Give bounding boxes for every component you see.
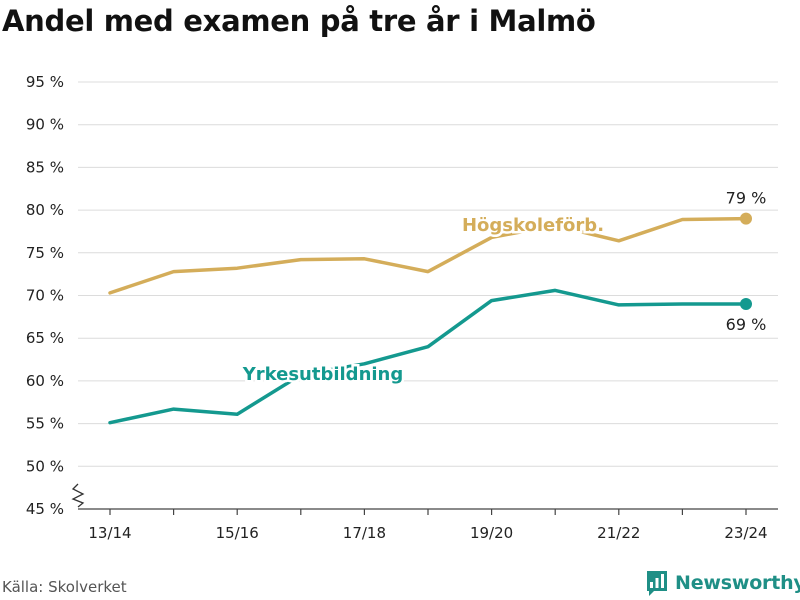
y-tick-label: 50 % <box>26 457 64 475</box>
y-tick-label: 45 % <box>26 500 64 518</box>
y-tick-label: 55 % <box>26 415 64 433</box>
end-point-hogskole <box>740 212 752 225</box>
end-label-hogskole: 79 % <box>726 189 767 208</box>
series-label-hogskole: Högskoleförb. <box>462 215 604 236</box>
x-tick-label: 19/20 <box>470 524 513 542</box>
x-tick-label: 21/22 <box>597 524 640 542</box>
series-line-hogskole <box>108 216 748 295</box>
axis-break-icon <box>71 483 85 508</box>
y-tick-label: 85 % <box>26 158 64 176</box>
y-tick-label: 60 % <box>26 372 64 390</box>
end-point-yrkes <box>740 298 752 311</box>
newsworthy-logo-icon <box>647 571 667 596</box>
y-tick-label: 90 % <box>26 116 64 134</box>
series-line-yrkes <box>108 288 748 425</box>
y-tick-label: 65 % <box>26 329 64 347</box>
brand-name: Newsworthy <box>675 572 800 594</box>
chart-title: Andel med examen på tre år i Malmö <box>2 4 596 38</box>
brand-logo: Newsworthy <box>645 569 800 597</box>
x-tick-label: 13/14 <box>88 524 131 542</box>
source-note: Källa: Skolverket <box>2 578 127 596</box>
y-tick-label: 70 % <box>26 287 64 305</box>
x-tick-label: 15/16 <box>216 524 259 542</box>
series-label-yrkes: Yrkesutbildning <box>242 364 404 385</box>
x-tick-label: 17/18 <box>343 524 386 542</box>
y-tick-label: 75 % <box>26 244 64 262</box>
line-chart: 45 % 50 % 55 % 60 % 65 % 70 % 75 % 80 % 85 % 90 %… <box>26 73 778 542</box>
y-tick-label: 95 % <box>26 73 64 91</box>
x-tick-label: 23/24 <box>724 524 767 542</box>
end-label-yrkes: 69 % <box>726 315 767 334</box>
y-tick-label: 80 % <box>26 201 64 219</box>
